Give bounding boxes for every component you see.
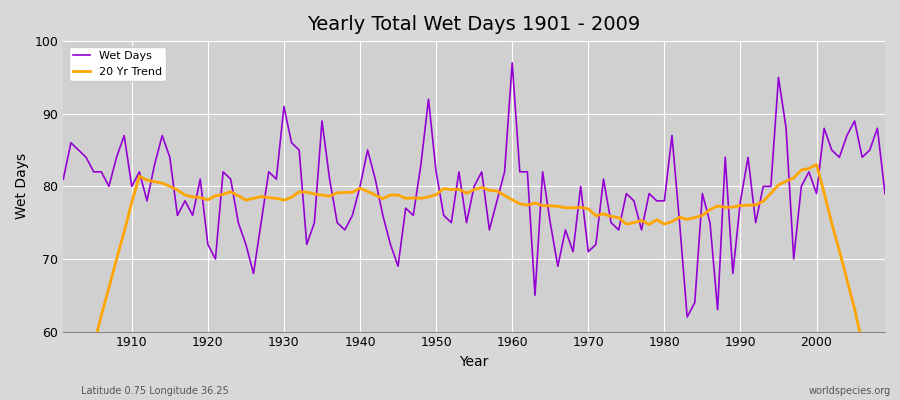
Line: 20 Yr Trend: 20 Yr Trend [63,164,885,400]
20 Yr Trend [598,212,609,216]
Text: worldspecies.org: worldspecies.org [809,386,891,396]
Wet Days [119,133,130,138]
Title: Yearly Total Wet Days 1901 - 2009: Yearly Total Wet Days 1901 - 2009 [308,15,641,34]
Wet Days [682,315,693,320]
Line: Wet Days: Wet Days [63,63,885,317]
20 Yr Trend [119,229,130,234]
20 Yr Trend [286,195,297,200]
20 Yr Trend [507,197,517,202]
Y-axis label: Wet Days: Wet Days [15,153,29,220]
Wet Days [500,170,510,174]
Wet Days [515,170,526,174]
Wet Days [332,220,343,225]
20 Yr Trend [811,162,822,167]
Wet Days [507,60,517,65]
Wet Days [286,140,297,145]
Legend: Wet Days, 20 Yr Trend: Wet Days, 20 Yr Trend [68,47,166,81]
Text: Latitude 0.75 Longitude 36.25: Latitude 0.75 Longitude 36.25 [81,386,229,396]
Wet Days [58,177,68,182]
20 Yr Trend [500,193,510,198]
X-axis label: Year: Year [460,355,489,369]
Wet Days [606,220,616,225]
Wet Days [879,191,890,196]
20 Yr Trend [332,190,343,195]
